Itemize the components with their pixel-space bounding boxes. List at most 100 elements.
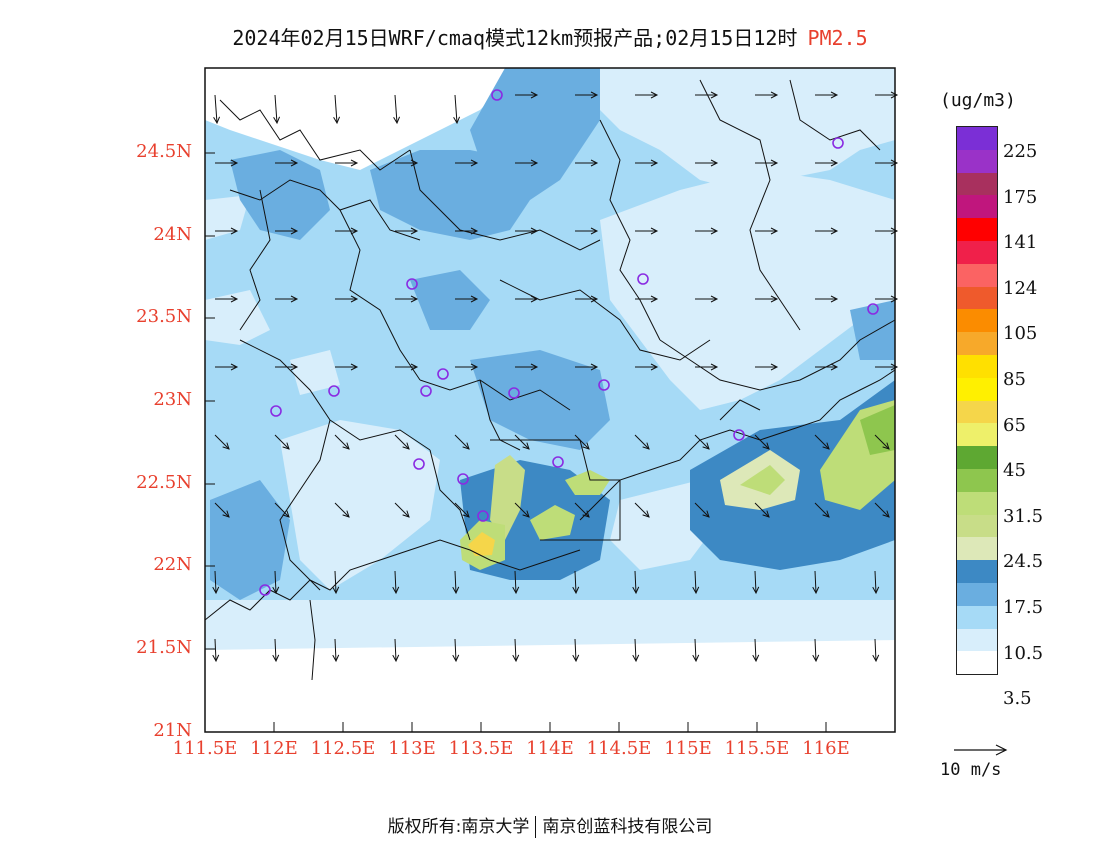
wind-arrow	[872, 570, 880, 595]
wind-arrow	[275, 159, 299, 167]
colorbar-segment	[957, 309, 997, 333]
boundary-line	[409, 149, 601, 251]
station-marker	[437, 368, 449, 380]
lon-label: 113.5E	[448, 738, 514, 759]
station-marker	[491, 89, 503, 101]
colorbar-label: 85	[1003, 369, 1026, 390]
colorbar-segment	[957, 423, 997, 447]
wind-arrow	[632, 638, 640, 663]
moderate-area-central	[410, 270, 490, 330]
station-marker	[420, 385, 432, 397]
wind-arrow	[452, 638, 460, 663]
wind-arrow	[393, 94, 401, 125]
station-marker	[598, 379, 610, 391]
station-marker	[270, 405, 282, 417]
colorbar-segment	[957, 195, 997, 219]
wind-arrow	[455, 159, 479, 167]
wind-arrow	[274, 434, 290, 450]
wind-arrow	[453, 94, 461, 125]
moderate-area-north-west	[230, 150, 330, 240]
wind-arrow	[755, 159, 779, 167]
lat-label: 21.5N	[136, 637, 192, 658]
wind-arrow	[455, 295, 479, 303]
copyright-right: 南京创蓝科技有限公司	[542, 817, 713, 837]
wind-arrow	[512, 570, 520, 595]
light-area-east	[600, 170, 895, 410]
boundary-line	[479, 379, 521, 451]
colorbar-segment	[957, 286, 997, 310]
wind-arrow	[395, 159, 419, 167]
colorbar-label: 31.5	[1003, 505, 1044, 527]
wind-arrow	[635, 159, 659, 167]
wind-arrow	[695, 227, 719, 235]
station-marker	[832, 137, 844, 149]
colorbar-label: 3.5	[1003, 688, 1032, 710]
wind-arrow	[515, 159, 539, 167]
boundary-line	[490, 439, 621, 541]
colorbar-label: 10.5	[1003, 642, 1044, 664]
station-marker	[477, 510, 489, 522]
wind-arrow	[394, 502, 410, 518]
wind-arrow	[695, 159, 719, 167]
colorbar-label: 141	[1003, 232, 1038, 254]
boundary-line	[279, 419, 331, 591]
lon-label: 111.5E	[172, 738, 238, 759]
wind-arrow	[872, 638, 880, 663]
wind-arrow	[332, 638, 340, 663]
wind-arrow	[814, 434, 830, 450]
wind-arrow	[333, 94, 341, 125]
boundary-line	[229, 179, 421, 241]
title-main: 2024年02月15日WRF/cmaq模式12km预报产品;02月15日12时	[232, 26, 798, 50]
moderate-area-far-east	[850, 300, 895, 360]
wind-arrow	[875, 91, 899, 99]
colorbar-label: 175	[1003, 186, 1038, 208]
wind-arrow	[214, 434, 230, 450]
boundary-line	[719, 399, 761, 421]
lat-label: 22N	[153, 554, 192, 575]
wind-arrow	[335, 295, 359, 303]
wind-arrow	[634, 502, 650, 518]
colorbar-segment	[957, 263, 997, 287]
wind-arrow	[215, 363, 239, 371]
wind-arrow	[452, 570, 460, 595]
wind-reference-arrow	[954, 744, 1008, 756]
copyright-footer: 版权所有:南京大学 南京创蓝科技有限公司	[0, 812, 1100, 838]
wind-arrow	[455, 227, 479, 235]
colorbar-segment	[957, 127, 997, 150]
wind-arrow	[695, 295, 719, 303]
wind-arrow	[694, 434, 710, 450]
map-title: 2024年02月15日WRF/cmaq模式12km预报产品;02月15日12时 P…	[0, 22, 1100, 51]
boundary-line	[429, 449, 471, 541]
monitoring-stations	[259, 89, 879, 596]
boundary-line	[309, 599, 316, 681]
wind-arrow	[454, 434, 470, 450]
wind-arrow	[875, 227, 899, 235]
station-marker	[637, 273, 649, 285]
wind-arrow	[875, 363, 899, 371]
footer-separator	[535, 816, 537, 838]
colorbar-unit: (ug/m3)	[940, 90, 1016, 111]
colorbar-segment	[957, 468, 997, 492]
copyright-left: 版权所有:南京大学	[387, 817, 530, 837]
boundary-line	[419, 379, 571, 411]
moderate-area-south-west	[210, 480, 290, 600]
wind-reference-label: 10 m/s	[940, 760, 1002, 780]
lat-label: 22.5N	[136, 472, 192, 493]
lat-label: 24.5N	[136, 141, 192, 162]
boundary-line	[659, 319, 896, 391]
moderate-area-north-central	[370, 150, 530, 240]
station-marker	[328, 385, 340, 397]
wind-arrow	[572, 570, 580, 595]
moderate-area-prd	[470, 350, 610, 450]
wind-arrow	[874, 434, 890, 450]
colorbar-segment	[957, 332, 997, 355]
wind-arrow	[515, 363, 539, 371]
colorbar-segment	[957, 377, 997, 401]
boundary-line	[499, 279, 711, 361]
wind-arrow	[275, 295, 299, 303]
wind-arrow	[814, 502, 830, 518]
wind-arrow	[694, 502, 710, 518]
wind-arrow	[454, 502, 470, 518]
wind-arrow	[455, 363, 479, 371]
